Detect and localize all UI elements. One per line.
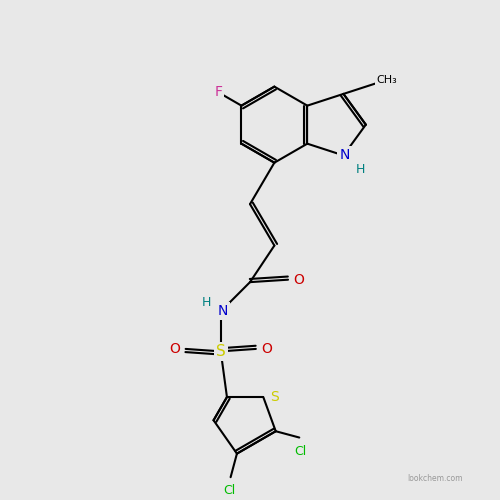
Text: CH₃: CH₃ xyxy=(376,76,397,86)
Text: H: H xyxy=(202,296,211,309)
Text: N: N xyxy=(340,148,349,162)
Text: S: S xyxy=(270,390,278,404)
Text: F: F xyxy=(214,85,222,99)
Text: lookchem.com: lookchem.com xyxy=(408,474,463,482)
Text: Cl: Cl xyxy=(223,484,235,498)
Text: O: O xyxy=(294,272,304,286)
Text: Cl: Cl xyxy=(294,444,307,458)
Text: O: O xyxy=(170,342,180,356)
Text: S: S xyxy=(216,344,226,359)
Text: O: O xyxy=(261,342,272,356)
Text: H: H xyxy=(356,162,365,175)
Text: N: N xyxy=(218,304,228,318)
